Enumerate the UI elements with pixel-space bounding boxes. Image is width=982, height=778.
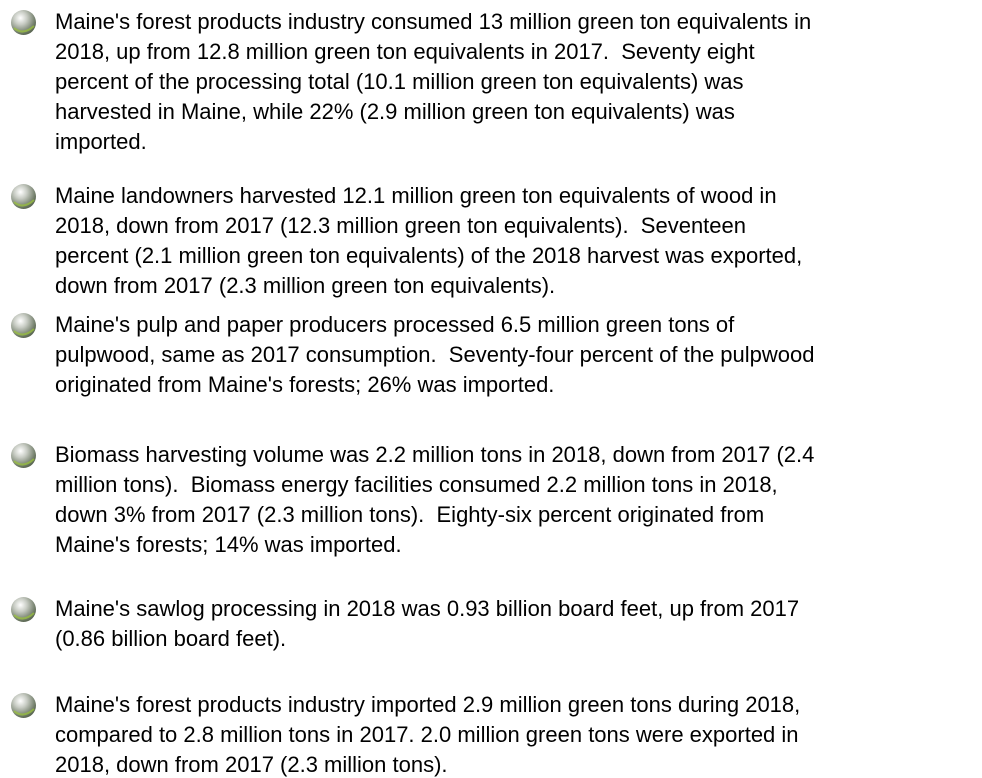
bullet-icon <box>11 184 36 209</box>
text-line: 2018, up from 12.8 million green ton equ… <box>55 39 755 64</box>
text-line: Maine's forest products industry consume… <box>55 9 812 34</box>
text-line: 2018, down from 2017 (2.3 million tons). <box>55 752 448 777</box>
text-line: Maine's sawlog processing in 2018 was 0.… <box>55 596 800 621</box>
bullet-icon <box>11 443 36 468</box>
bullet-icon <box>11 597 36 622</box>
text-line: compared to 2.8 million tons in 2017. 2.… <box>55 722 799 747</box>
text-line: percent of the processing total (10.1 mi… <box>55 69 744 94</box>
text-line: Maine's pulp and paper producers process… <box>55 312 735 337</box>
text-line: down 3% from 2017 (2.3 million tons). Ei… <box>55 502 765 527</box>
text-line: Biomass harvesting volume was 2.2 millio… <box>55 442 815 467</box>
bullet-icon <box>11 693 36 718</box>
text-line: million tons). Biomass energy facilities… <box>55 472 778 497</box>
text-line: originated from Maine's forests; 26% was… <box>55 372 555 397</box>
text-line: Maine landowners harvested 12.1 million … <box>55 183 777 208</box>
bullet-icon <box>11 313 36 338</box>
text-line: percent (2.1 million green ton equivalen… <box>55 243 803 268</box>
text-line: 2018, down from 2017 (12.3 million green… <box>55 213 746 238</box>
text-line: Maine's forests; 14% was imported. <box>55 532 402 557</box>
text-line: pulpwood, same as 2017 consumption. Seve… <box>55 342 815 367</box>
text-line: down from 2017 (2.3 million green ton eq… <box>55 273 556 298</box>
text-line: Maine's forest products industry importe… <box>55 692 801 717</box>
text-line: imported. <box>55 129 147 154</box>
text-line: (0.86 billion board feet). <box>55 626 287 651</box>
bullet-icon <box>11 10 36 35</box>
text-line: harvested in Maine, while 22% (2.9 milli… <box>55 99 735 124</box>
